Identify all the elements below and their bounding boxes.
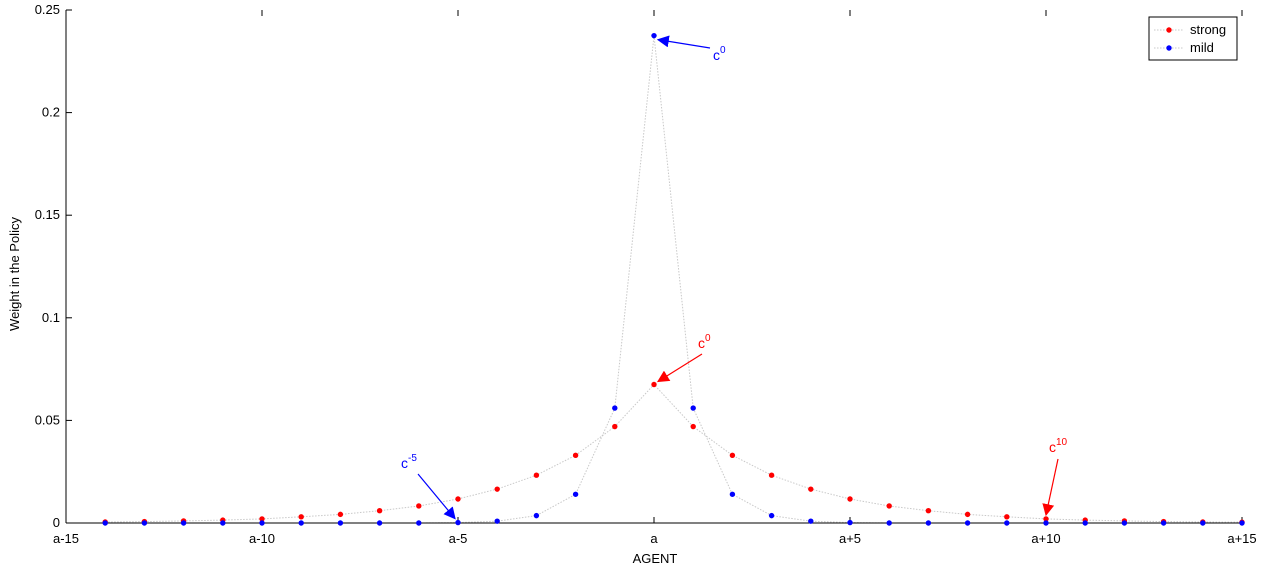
data-point-mild	[141, 520, 148, 526]
data-point-mild	[572, 491, 579, 497]
annotation-arrow	[417, 473, 456, 520]
data-point-strong	[337, 511, 344, 518]
data-point-strong	[886, 503, 892, 509]
legend-label-mild: mild	[1190, 40, 1214, 55]
data-point-strong	[729, 452, 736, 458]
legend-marker-mild	[1166, 45, 1172, 51]
data-point-strong	[690, 423, 696, 430]
axes: a-15 a-10 a-5 a a+5 a+10 a+15 0 0.05 0.1 0.15 0.2 0.…	[35, 2, 1257, 546]
data-point-mild	[925, 520, 932, 526]
data-point-mild	[1200, 520, 1206, 526]
legend: strong mild	[1148, 16, 1238, 61]
data-point-strong	[533, 472, 540, 478]
data-point-mild	[651, 32, 657, 39]
data-point-mild	[1239, 520, 1245, 526]
data-point-mild	[1043, 520, 1049, 526]
x-tick-label: a-5	[449, 531, 468, 546]
x-tick-label: a-15	[53, 531, 79, 546]
data-point-mild	[102, 520, 108, 526]
data-point-strong	[1004, 514, 1010, 520]
data-point-mild	[729, 491, 736, 497]
x-tick-label: a	[650, 531, 658, 546]
data-point-strong	[847, 496, 853, 502]
data-point-mild	[376, 520, 383, 526]
x-tick-label: a+10	[1031, 531, 1060, 546]
legend-label-strong: strong	[1190, 22, 1226, 37]
data-point-mild	[180, 520, 187, 526]
series-line-strong	[105, 383, 1243, 523]
data-point-mild	[1160, 520, 1167, 526]
y-tick-label: 0.15	[35, 207, 60, 222]
data-point-mild	[259, 520, 265, 526]
data-point-mild	[1004, 520, 1010, 526]
data-point-mild	[612, 405, 618, 411]
data-point-strong	[416, 503, 422, 509]
data-point-mild	[533, 512, 540, 519]
y-tick-label: 0.1	[42, 310, 60, 325]
data-point-strong	[376, 507, 383, 514]
data-point-strong	[768, 472, 775, 478]
y-tick-label: 0.25	[35, 2, 60, 17]
data-point-mild	[690, 405, 696, 411]
data-point-strong	[925, 507, 932, 514]
data-point-mild	[768, 512, 775, 519]
x-tick-label: a+15	[1227, 531, 1256, 546]
data-point-strong	[494, 486, 500, 492]
data-point-mild	[808, 518, 814, 524]
data-point-strong	[1043, 516, 1049, 522]
x-tick-label: a-10	[249, 531, 275, 546]
data-point-mild	[1082, 520, 1088, 526]
data-point-mild	[298, 520, 304, 526]
data-point-strong	[964, 511, 971, 518]
data-point-mild	[416, 520, 422, 526]
y-tick-label: 0.2	[42, 105, 60, 120]
x-axis-label: AGENT	[633, 551, 678, 566]
data-point-mild	[964, 520, 971, 526]
annotation-arrow	[1042, 458, 1059, 517]
data-point-strong	[651, 381, 657, 388]
legend-box	[1148, 16, 1238, 61]
data-point-mild	[886, 520, 892, 526]
annotation-arrow	[656, 35, 711, 49]
y-tick-label: 0	[53, 515, 60, 530]
x-tick-label: a+5	[839, 531, 861, 546]
data-point-mild	[1121, 520, 1128, 526]
data-point-strong	[572, 452, 579, 458]
data-point-strong	[259, 516, 265, 522]
data-points	[102, 32, 1245, 526]
data-point-mild	[494, 518, 500, 524]
data-point-strong	[808, 486, 814, 492]
data-point-mild	[220, 520, 226, 526]
y-tick-label: 0.05	[35, 412, 60, 427]
legend-marker-strong	[1166, 27, 1172, 33]
data-point-mild	[455, 519, 461, 526]
data-point-strong	[298, 514, 304, 520]
data-point-mild	[337, 520, 344, 526]
annotation-arrow	[656, 353, 703, 383]
data-point-mild	[847, 519, 853, 526]
data-point-strong	[612, 423, 618, 430]
data-point-strong	[455, 496, 461, 502]
y-axis-label: Weight in the Policy	[7, 217, 22, 331]
